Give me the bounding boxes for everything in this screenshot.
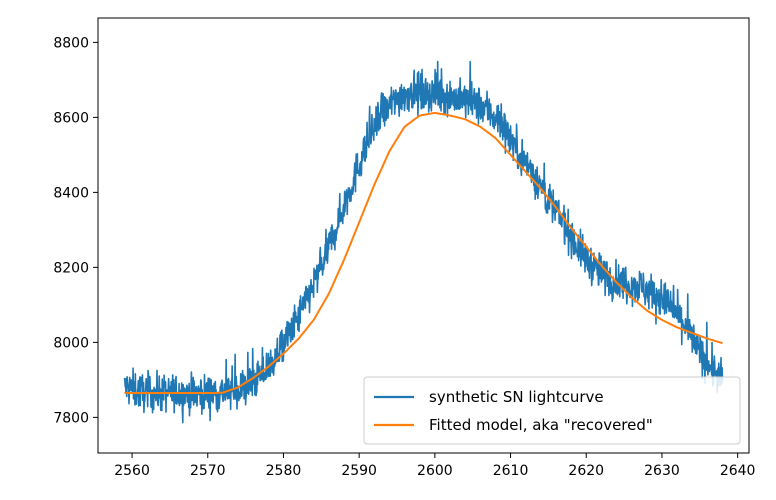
legend-label-fitted-model: Fitted model, aka "recovered" (429, 416, 653, 434)
series-line-fitted-model (124, 111, 723, 394)
x-tick-label: 2630 (644, 463, 680, 479)
y-tick-label: 8400 (53, 185, 89, 201)
x-axis: 2560 2570 2580 2590 2600 2610 2620 2630 2640 (114, 453, 755, 479)
x-tick-label: 2560 (114, 463, 150, 479)
x-tick-label: 2590 (341, 463, 377, 479)
x-tick-label: 2600 (417, 463, 453, 479)
y-tick-label: 7800 (53, 410, 89, 426)
plot-lines (123, 60, 724, 424)
plot-frame (97, 17, 750, 454)
y-axis: 7800 8000 8200 8400 8600 8800 (53, 35, 98, 426)
x-tick-label: 2610 (493, 463, 529, 479)
x-tick-label: 2620 (568, 463, 604, 479)
legend-box (363, 376, 741, 445)
y-tick-label: 8800 (53, 35, 89, 51)
legend: synthetic SN lightcurve Fitted model, ak… (363, 376, 741, 445)
y-tick-label: 8000 (53, 335, 89, 351)
x-tick-label: 2580 (266, 463, 302, 479)
y-tick-label: 8200 (53, 260, 89, 276)
series-line-lightcurve (123, 60, 724, 424)
legend-label-lightcurve: synthetic SN lightcurve (429, 388, 604, 406)
x-tick-label: 2570 (190, 463, 226, 479)
y-tick-label: 8600 (53, 110, 89, 126)
x-tick-label: 2640 (720, 463, 756, 479)
